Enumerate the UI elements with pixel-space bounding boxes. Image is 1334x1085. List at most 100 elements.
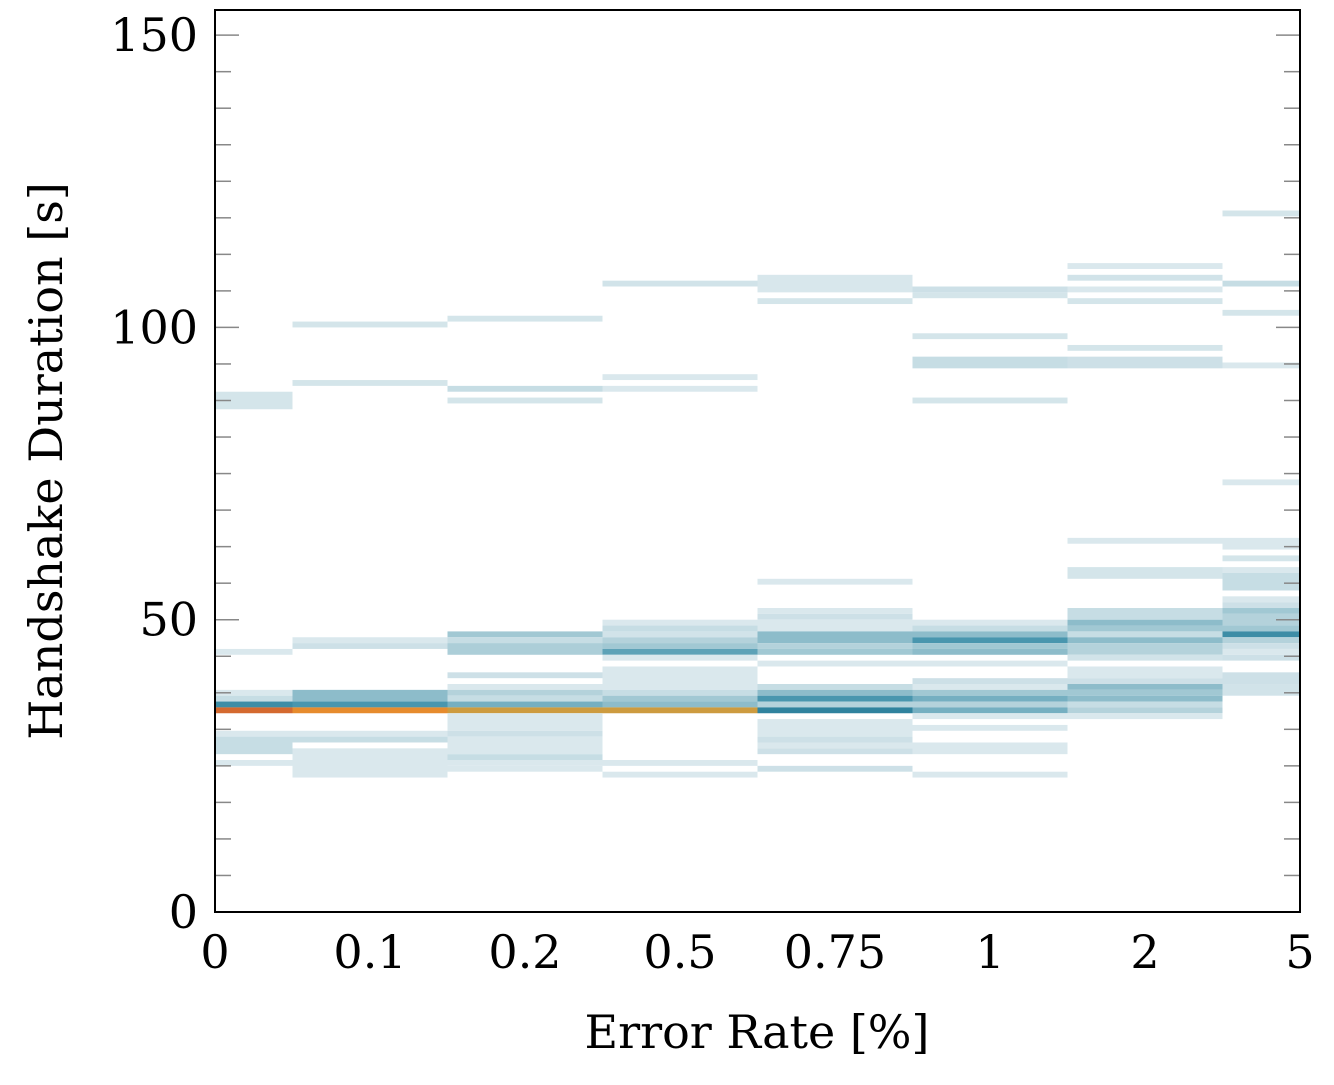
heatmap-cell [447,643,603,655]
heatmap-cell [292,380,448,386]
heatmap-cell [602,771,758,778]
heatmap-cell [602,701,758,708]
heatmap-cell [1222,631,1300,638]
heatmap-cell [602,648,758,655]
heatmap-cell [292,321,448,328]
heatmap-cell [757,689,913,696]
heatmap-cell [1222,637,1300,644]
heatmap-cell [1067,637,1223,644]
heatmap-cell [447,689,603,696]
heatmap-cell [1222,555,1300,562]
heatmap-cell [1222,672,1300,685]
heatmap-cell [1222,625,1300,632]
heatmap-cell [447,760,603,766]
heatmap-cell [292,643,448,649]
y-tick-label: 50 [139,593,198,647]
heatmap-cell [757,608,913,614]
heatmap-cell [912,637,1068,644]
heatmap-cell [912,625,1068,632]
heatmap-cell [447,701,603,708]
heatmap-cell [757,765,913,772]
heatmap-cell [215,707,293,714]
heatmap-cell [1067,263,1223,269]
heatmap-cell [602,385,758,392]
y-tick-label: 0 [169,885,198,939]
heatmap-cell [447,397,603,404]
heatmap-cell [215,760,293,766]
heatmap-cell [1222,537,1300,550]
heatmap-cell [1067,619,1223,626]
heatmap-cell [215,730,293,737]
heatmap-cell [757,748,913,755]
heatmap-cell [1067,643,1223,655]
heatmap-cell [1067,678,1223,685]
heatmap-cell [1067,298,1223,305]
heatmap-cell [1222,608,1300,614]
heatmap-cell [757,719,913,737]
heatmap-cell [292,689,448,702]
heatmap-cell [757,707,913,714]
heatmap-cell [1067,344,1223,351]
x-tick-label: 0.2 [488,925,561,979]
heatmap-cell [757,619,913,632]
heatmap-cell [1222,479,1300,486]
heatmap-cell [1222,596,1300,603]
x-tick-label: 2 [1130,925,1159,979]
heatmap-cell [447,765,603,772]
heatmap-cell [602,760,758,766]
heatmap-cell [602,625,758,632]
heatmap-cell [1222,648,1300,655]
heatmap-cell [912,684,1068,690]
heatmap-cell [912,292,1068,299]
heatmap-cell [1222,572,1300,591]
heatmap-cell [447,684,603,690]
heatmap-cell [912,724,1068,731]
heatmap-cell [1067,567,1223,579]
heatmap-cell [1067,631,1223,638]
heatmap-cell [1222,210,1300,217]
heatmap-cell [292,701,448,708]
heatmap-cell [447,672,603,679]
heatmap-cell [912,648,1068,655]
heatmap-cell [912,678,1068,685]
heatmap-cell [602,374,758,381]
heatmap-cell [602,654,758,661]
x-tick-label: 0.75 [784,925,886,979]
heatmap-cell [447,713,603,731]
heatmap-cell [912,701,1068,708]
heatmap-cell [1222,654,1300,661]
heatmap-cell [757,274,913,293]
heatmap-cell [215,648,293,655]
heatmap-cell [912,643,1068,649]
heatmap-cell [1067,625,1223,632]
heatmap-cell [757,684,913,690]
heatmap-cell [447,754,603,761]
heatmap-cell [602,689,758,696]
heatmap-cell [447,385,603,392]
heatmap-cell [447,695,603,702]
heatmap-cell [602,695,758,702]
heatmap-cell [602,619,758,626]
heatmap-cell [215,391,293,410]
heatmap-cell [757,742,913,749]
heatmap-cell [757,643,913,649]
heatmap-cell [757,701,913,708]
heatmap-cell [602,631,758,638]
y-tick-label: 100 [110,300,198,354]
heatmap-cell [912,695,1068,702]
x-tick-label: 0 [200,925,229,979]
heatmap-cell [1067,707,1223,714]
y-tick-label: 150 [110,8,198,62]
x-tick-label: 1 [975,925,1004,979]
heatmap-cell [602,707,758,714]
heatmap-cell [292,736,448,743]
heatmap-cell [447,736,603,755]
x-tick-label: 5 [1285,925,1314,979]
heatmap-cell [1067,713,1223,720]
heatmap-cell [447,315,603,322]
heatmap-cell [602,280,758,287]
heatmap-cell [757,298,913,305]
heatmap-cell [757,736,913,743]
heatmap-cell [912,631,1068,638]
